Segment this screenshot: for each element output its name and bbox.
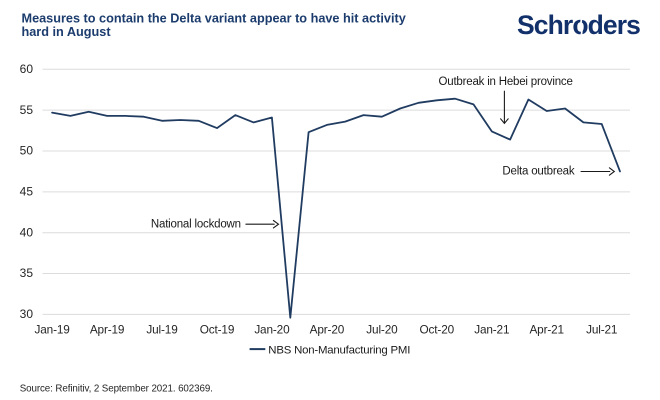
svg-text:Apr-20: Apr-20 — [310, 322, 345, 336]
svg-text:35: 35 — [20, 266, 34, 280]
svg-text:Jan-19: Jan-19 — [35, 322, 70, 336]
svg-text:Jul-21: Jul-21 — [586, 322, 617, 336]
svg-text:45: 45 — [20, 184, 34, 198]
svg-text:60: 60 — [20, 62, 34, 76]
svg-text:Apr-19: Apr-19 — [90, 322, 125, 336]
svg-text:Delta outbreak: Delta outbreak — [502, 165, 574, 177]
svg-text:Apr-21: Apr-21 — [529, 322, 564, 336]
svg-text:Oct-20: Oct-20 — [420, 322, 455, 336]
svg-text:National lockdown: National lockdown — [151, 218, 241, 230]
svg-text:Jan-21: Jan-21 — [474, 322, 509, 336]
svg-text:55: 55 — [20, 103, 34, 117]
svg-text:30: 30 — [20, 307, 34, 321]
svg-text:40: 40 — [20, 225, 34, 239]
svg-text:Source: Refinitiv, 2 September: Source: Refinitiv, 2 September 2021. 602… — [20, 384, 213, 395]
svg-text:Oct-19: Oct-19 — [200, 322, 235, 336]
svg-text:50: 50 — [20, 144, 34, 158]
svg-text:Outbreak in Hebei province: Outbreak in Hebei province — [439, 76, 573, 88]
svg-text:Jan-20: Jan-20 — [254, 322, 290, 336]
svg-text:Measures to contain the Delta: Measures to contain the Delta variant ap… — [22, 12, 406, 26]
svg-text:Jul-19: Jul-19 — [146, 322, 177, 336]
svg-text:Jul-20: Jul-20 — [366, 322, 398, 336]
svg-text:hard in August: hard in August — [22, 25, 112, 39]
svg-text:NBS Non-Manufacturing PMI: NBS Non-Manufacturing PMI — [268, 344, 410, 356]
svg-text:Schroders: Schroders — [517, 10, 640, 40]
